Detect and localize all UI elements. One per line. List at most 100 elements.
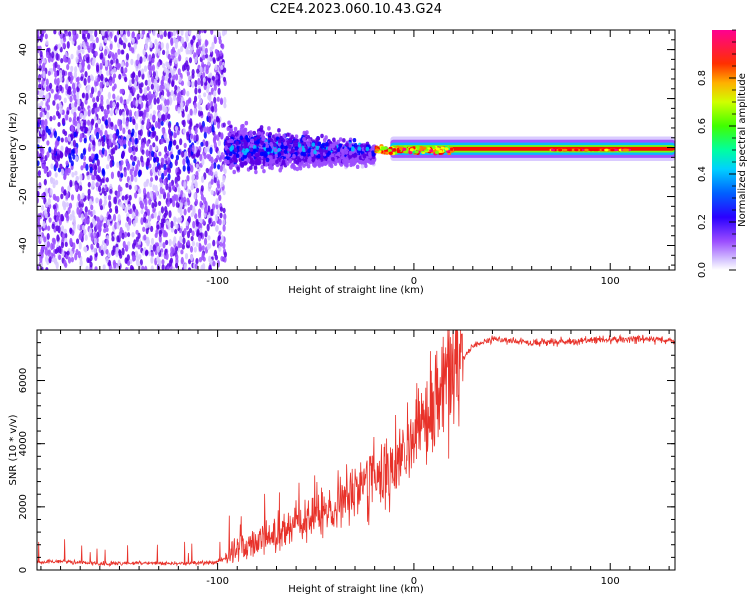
spectrogram-cell [211, 203, 216, 211]
spectrogram-cell [120, 159, 124, 166]
spectrogram-cell [165, 61, 169, 68]
spectrogram-cell [158, 260, 162, 267]
spectrogram-cell [133, 170, 137, 178]
spectrogram-cell [55, 160, 59, 169]
spectrogram-cell [152, 71, 156, 78]
spectrogram-cell [241, 131, 245, 136]
spectrogram-cell [138, 96, 142, 105]
spectrogram-cell [93, 86, 97, 93]
spectrogram-cell [52, 115, 56, 121]
spectrogram-cell [226, 149, 230, 154]
spectrogram-cell [277, 147, 281, 153]
spectrogram-cell [184, 252, 189, 260]
spectrogram-cell [216, 121, 221, 129]
spectrogram-cell [142, 48, 146, 56]
spectrogram-cell [243, 139, 247, 145]
spectrogram-cell [150, 251, 154, 258]
spectrogram-cell [89, 261, 93, 268]
spectrogram-cell [112, 73, 117, 79]
spectrogram-cell [163, 82, 167, 91]
spectrogram-cell [117, 170, 121, 178]
spectrogram-cell [98, 225, 102, 233]
spectrogram-cell [94, 107, 98, 115]
spectrogram-cell [208, 154, 212, 162]
spectrogram-cell [117, 259, 121, 267]
spectrogram-cell [84, 234, 88, 241]
spectrogram-cell [146, 159, 150, 166]
spectrogram-cell [196, 149, 201, 157]
spectrogram-cell [188, 57, 193, 64]
spectrogram-cell [104, 31, 108, 39]
spectrogram-cell [258, 148, 262, 153]
spectrogram-cell [87, 64, 91, 70]
spectrogram-cell [124, 194, 128, 201]
spectrogram-cell [198, 46, 202, 55]
spectrogram-cell [159, 177, 163, 183]
spectrogram-cell [126, 98, 130, 105]
spectrogram-cell [60, 241, 65, 249]
spectrogram-cell [75, 77, 79, 83]
spectrogram-cell [213, 90, 217, 97]
spectrogram-cell [131, 266, 135, 270]
spectrogram-cell [137, 130, 142, 135]
spectrogram-cell [207, 94, 211, 101]
spectrogram-cell [260, 164, 265, 170]
spectrogram-cell [181, 243, 185, 250]
spectrogram-cell [164, 98, 168, 107]
spectrogram-cell [97, 165, 101, 172]
spectrogram-x-label: Height of straight line (km) [288, 285, 424, 296]
spectrogram-cell [125, 182, 129, 188]
spectrogram-cell [40, 119, 45, 126]
spectrogram-cell [154, 175, 159, 181]
spectrogram-cell [164, 145, 168, 153]
spectrogram-cell [119, 201, 123, 207]
x-tick-label: 0 [411, 276, 417, 287]
spectrogram-cell [186, 230, 191, 239]
spectrogram-cell [80, 153, 84, 160]
spectrogram-cell [178, 77, 182, 83]
spectrogram-cell [70, 250, 74, 258]
spectrogram-cell [116, 235, 120, 243]
spectrogram-cell [240, 156, 245, 161]
spectrogram-cell [67, 206, 71, 214]
spectrogram-cell [200, 264, 204, 270]
spectrogram-cell [87, 181, 91, 188]
spectrogram-cell [58, 102, 62, 108]
spectrogram-cell [197, 40, 202, 46]
spectrogram-cell [143, 65, 148, 72]
spectrogram-cell [173, 236, 177, 244]
spectrogram-cell [185, 36, 189, 43]
spectrogram-cell [218, 230, 222, 236]
spectrogram-cell [193, 108, 197, 116]
spectrogram-cell [259, 128, 264, 133]
spectrogram-cell [146, 208, 151, 217]
spectrogram-cell [187, 188, 191, 194]
spectrogram-cell [182, 196, 187, 203]
spectrogram-cell [69, 95, 73, 103]
spectrogram-cell [131, 212, 135, 219]
spectrogram-cell [162, 127, 166, 135]
spectrogram-cell [78, 52, 82, 60]
spectrogram-cell [364, 163, 368, 169]
spectrogram-cell [131, 31, 135, 39]
spectrogram-cell [170, 70, 175, 76]
spectrogram-cell [83, 137, 87, 144]
spectrogram-cell [147, 63, 151, 71]
spectrogram-cell [141, 142, 145, 149]
spectrogram-cell [146, 106, 150, 113]
spectrogram-cell [208, 217, 212, 225]
spectrogram-cell [167, 173, 171, 181]
spectrogram-cell [67, 57, 71, 65]
spectrogram-cell [77, 106, 81, 112]
spectrogram-cell [108, 64, 113, 72]
spectrogram-cell [213, 83, 217, 92]
spectrogram-cell [191, 68, 195, 76]
spectrogram-cell [197, 235, 202, 242]
spectrogram-cell [167, 31, 171, 38]
spectrogram-cell [108, 208, 113, 214]
spectrogram-cell [51, 237, 55, 244]
spectrogram-cell [110, 148, 114, 156]
spectrogram-cell [292, 154, 296, 159]
spectrogram-cell [112, 138, 116, 146]
